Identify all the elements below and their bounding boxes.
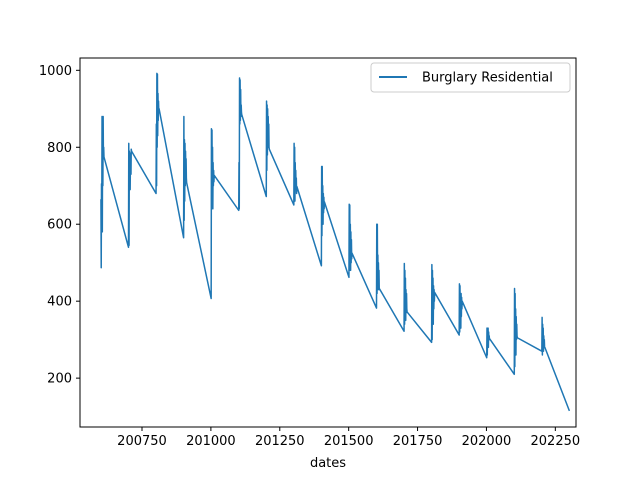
x-tick-label: 201250 <box>255 434 305 449</box>
x-tick-label: 201500 <box>324 434 374 449</box>
axes: 200750 201000 201250 201500 201750 202000 2022… <box>39 57 580 471</box>
legend-box <box>370 62 571 93</box>
x-axis-ticks: 200750 201000 201250 201500 201750 202000 2022… <box>117 427 580 449</box>
x-tick-label: 201750 <box>393 434 443 449</box>
axes-frame <box>79 57 577 428</box>
x-tick-label: 201000 <box>186 434 236 449</box>
series-line-0 <box>100 72 571 412</box>
plot-area <box>100 72 571 412</box>
y-axis-ticks: 200 400 600 800 1000 <box>39 64 80 387</box>
y-tick-label: 1000 <box>39 64 72 79</box>
y-tick-label: 400 <box>47 295 72 310</box>
x-tick-label: 202250 <box>531 434 581 449</box>
y-tick-label: 200 <box>47 372 72 387</box>
x-tick-label: 200750 <box>117 434 167 449</box>
legend-label-burglary-residential: Burglary Residential <box>422 71 553 86</box>
x-tick-label: 202000 <box>462 434 512 449</box>
y-tick-label: 600 <box>47 218 72 233</box>
y-tick-label: 800 <box>47 141 72 156</box>
x-axis-label: dates <box>310 456 346 471</box>
legend: Burglary Residential <box>370 62 571 93</box>
